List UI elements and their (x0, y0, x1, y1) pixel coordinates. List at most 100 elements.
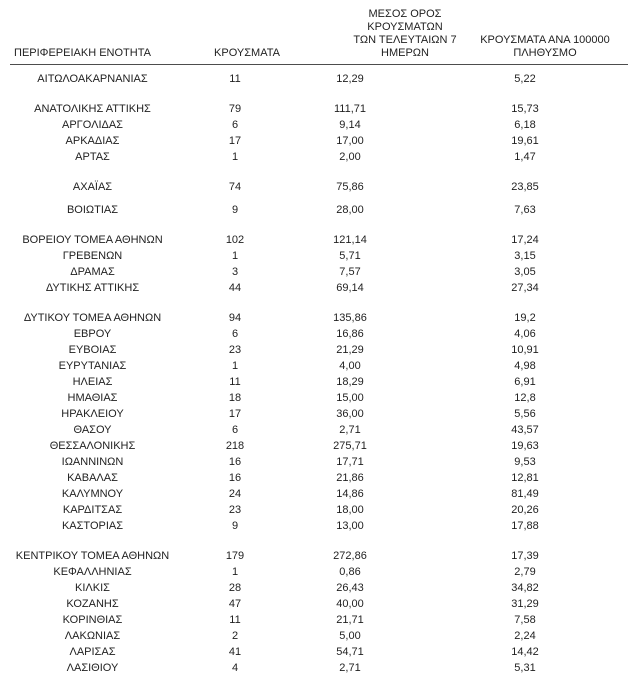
cell-cases: 16 (228, 472, 242, 484)
cell-avg7: 5,71 (339, 250, 361, 262)
cell-per100k: 6,91 (514, 376, 536, 388)
cell-cases: 1 (231, 250, 239, 262)
cell-avg7: 13,00 (336, 520, 364, 532)
table-row: ΚΙΛΚΙΣ 28 26,43 34,82 (0, 580, 635, 596)
cell-region: ΓΡΕΒΕΝΩΝ (62, 250, 123, 262)
cell-avg7: 2,71 (339, 424, 361, 436)
cell-cases: 4 (231, 662, 239, 674)
cell-cases: 6 (231, 119, 239, 131)
cell-per100k: 7,63 (514, 204, 536, 216)
cell-cases: 9 (231, 520, 239, 532)
cell-per100k: 31,29 (511, 598, 539, 610)
table-row: ΚΑΛΥΜΝΟΥ 24 14,86 81,49 (0, 486, 635, 502)
cell-per100k: 17,24 (511, 234, 539, 246)
cell-per100k: 5,56 (514, 408, 536, 420)
cell-per100k: 5,22 (514, 73, 536, 85)
cell-avg7: 121,14 (333, 234, 367, 246)
cell-per100k: 5,31 (514, 662, 536, 674)
group-gap (0, 218, 635, 232)
cell-per100k: 43,57 (511, 424, 539, 436)
cell-per100k: 19,2 (514, 312, 536, 324)
cell-cases: 18 (228, 392, 242, 404)
cell-avg7: 2,71 (339, 662, 361, 674)
table-row: ΑΝΑΤΟΛΙΚΗΣ ΑΤΤΙΚΗΣ 79 111,71 15,73 (0, 101, 635, 117)
cell-region: ΚΕΦΑΛΛΗΝΙΑΣ (53, 566, 132, 578)
cell-cases: 16 (228, 456, 242, 468)
cell-per100k: 17,39 (511, 550, 539, 562)
cell-avg7: 21,29 (336, 344, 364, 356)
cell-cases: 28 (228, 582, 242, 594)
cell-region: ΑΡΚΑΔΙΑΣ (65, 135, 120, 147)
table-row: ΚΑΒΑΛΑΣ 16 21,86 12,81 (0, 470, 635, 486)
cell-cases: 41 (228, 646, 242, 658)
col-header-avg7-line2: ΤΩΝ ΤΕΛΕΥΤΑΙΩΝ 7 (353, 34, 457, 46)
table-row: ΕΥΒΟΙΑΣ 23 21,29 10,91 (0, 342, 635, 358)
header-divider (10, 64, 628, 65)
table-row: ΔΥΤΙΚΗΣ ΑΤΤΙΚΗΣ 44 69,14 27,34 (0, 280, 635, 296)
cell-region: ΑΡΤΑΣ (75, 151, 110, 163)
cell-region: ΗΛΕΙΑΣ (72, 376, 113, 388)
cell-per100k: 20,26 (511, 504, 539, 516)
table-row: ΒΟΙΩΤΙΑΣ 9 28,00 7,63 (0, 202, 635, 218)
cell-per100k: 81,49 (511, 488, 539, 500)
group-gap (0, 296, 635, 310)
table-row: ΑΡΤΑΣ 1 2,00 1,47 (0, 149, 635, 165)
cell-cases: 11 (229, 614, 241, 626)
table-row: ΓΡΕΒΕΝΩΝ 1 5,71 3,15 (0, 248, 635, 264)
cell-per100k: 19,63 (511, 440, 539, 452)
cell-per100k: 10,91 (511, 344, 539, 356)
cell-cases: 47 (228, 598, 242, 610)
table-row: ΘΑΣΟΥ 6 2,71 43,57 (0, 422, 635, 438)
table-row: ΑΡΓΟΛΙΔΑΣ 6 9,14 6,18 (0, 117, 635, 133)
table-header-row: ΠΕΡΙΦΕΡΕΙΑΚΗ ΕΝΟΤΗΤΑ ΚΡΟΥΣΜΑΤΑ ΜΕΣΟΣ ΟΡΟ… (0, 8, 635, 64)
cell-avg7: 69,14 (336, 282, 364, 294)
cell-avg7: 15,00 (336, 392, 364, 404)
cell-per100k: 23,85 (511, 181, 539, 193)
cell-per100k: 3,15 (514, 250, 536, 262)
cell-avg7: 26,43 (336, 582, 364, 594)
cell-region: ΚΟΡΙΝΘΙΑΣ (62, 614, 123, 626)
table-row: ΔΥΤΙΚΟΥ ΤΟΜΕΑ ΑΘΗΝΩΝ 94 135,86 19,2 (0, 310, 635, 326)
cell-per100k: 34,82 (511, 582, 539, 594)
cell-per100k: 3,05 (514, 266, 536, 278)
cell-avg7: 54,71 (336, 646, 364, 658)
cell-region: ΑΙΤΩΛΟΑΚΑΡΝΑΝΙΑΣ (37, 73, 148, 85)
col-header-per100k: ΚΡΟΥΣΜΑΤΑ ΑΝΑ 100000 ΠΛΗΘΥΣΜΟ (435, 34, 635, 60)
cell-per100k: 4,06 (514, 328, 536, 340)
cell-cases: 218 (225, 440, 245, 452)
cell-avg7: 28,00 (336, 204, 364, 216)
cell-region: ΛΑΡΙΣΑΣ (69, 646, 116, 658)
table-row: ΗΡΑΚΛΕΙΟΥ 17 36,00 5,56 (0, 406, 635, 422)
cell-region: ΚΟΖΑΝΗΣ (66, 598, 119, 610)
cell-cases: 179 (225, 550, 245, 562)
cell-avg7: 12,29 (336, 73, 364, 85)
cell-cases: 3 (231, 266, 239, 278)
cell-region: ΚΕΝΤΡΙΚΟΥ ΤΟΜΕΑ ΑΘΗΝΩΝ (15, 550, 170, 562)
cell-region: ΘΑΣΟΥ (73, 424, 112, 436)
table-row: ΗΛΕΙΑΣ 11 18,29 6,91 (0, 374, 635, 390)
cell-region: ΑΝΑΤΟΛΙΚΗΣ ΑΤΤΙΚΗΣ (34, 103, 151, 115)
cell-region: ΗΡΑΚΛΕΙΟΥ (61, 408, 124, 420)
cell-region: ΚΑΣΤΟΡΙΑΣ (61, 520, 124, 532)
table-row: ΚΑΡΔΙΤΣΑΣ 23 18,00 20,26 (0, 502, 635, 518)
table-row: ΚΕΝΤΡΙΚΟΥ ΤΟΜΕΑ ΑΘΗΝΩΝ 179 272,86 17,39 (0, 548, 635, 564)
col-header-avg7-line1: ΜΕΣΟΣ ΟΡΟΣ ΚΡΟΥΣΜΑΤΩΝ (367, 8, 443, 33)
cell-per100k: 15,73 (511, 103, 539, 115)
cell-per100k: 14,42 (511, 646, 539, 658)
cell-region: ΕΒΡΟΥ (73, 328, 112, 340)
cell-avg7: 17,00 (336, 135, 364, 147)
cell-region: ΒΟΙΩΤΙΑΣ (66, 204, 119, 216)
cell-per100k: 1,47 (514, 151, 536, 163)
cell-per100k: 9,53 (514, 456, 536, 468)
cell-region: ΛΑΣΙΘΙΟΥ (66, 662, 119, 674)
cell-cases: 1 (231, 566, 239, 578)
cell-cases: 44 (228, 282, 242, 294)
col-header-region: ΠΕΡΙΦΕΡΕΙΑΚΗ ΕΝΟΤΗΤΑ (14, 47, 151, 59)
cell-per100k: 19,61 (511, 135, 539, 147)
cell-avg7: 5,00 (339, 630, 361, 642)
cell-avg7: 21,71 (336, 614, 364, 626)
cell-avg7: 111,71 (333, 103, 366, 115)
cell-region: ΑΡΓΟΛΙΔΑΣ (62, 119, 123, 131)
cell-cases: 6 (231, 328, 239, 340)
table-row: ΙΩΑΝΝΙΝΩΝ 16 17,71 9,53 (0, 454, 635, 470)
